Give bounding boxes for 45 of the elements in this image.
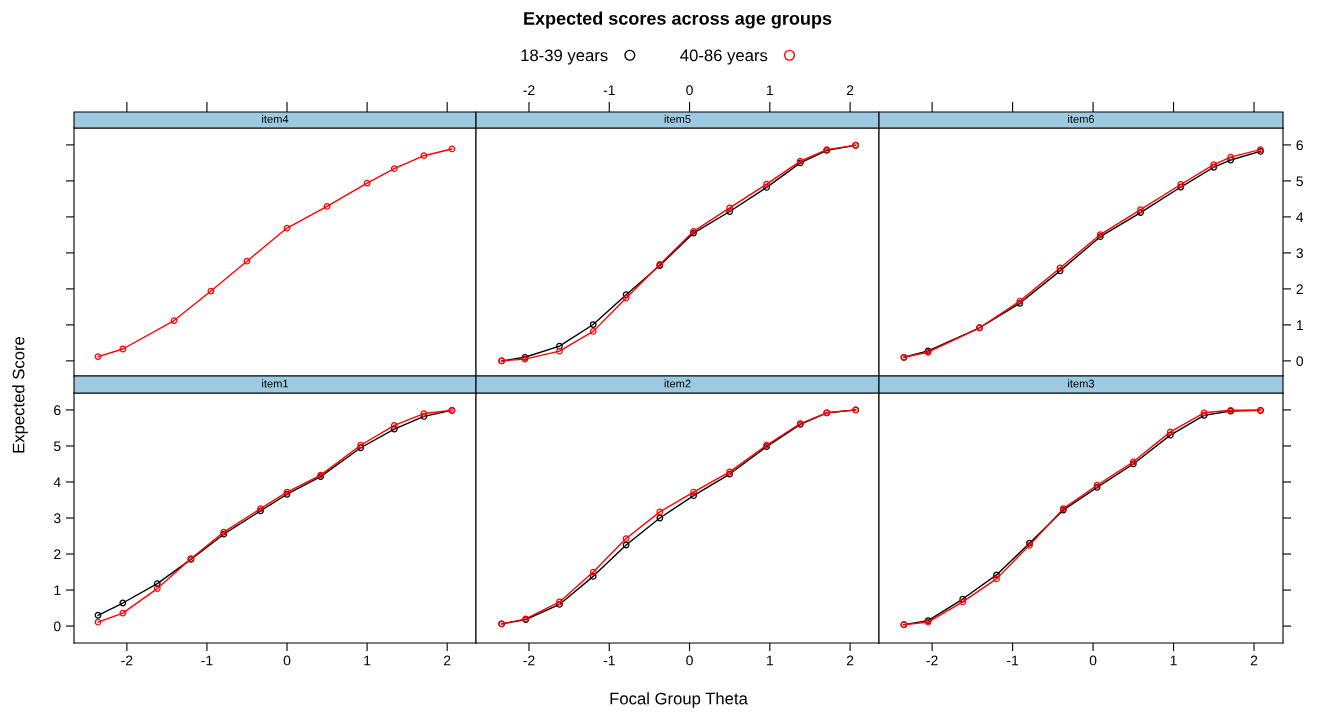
x-tick-label: 1 (1170, 655, 1177, 666)
chart-title: item5 (664, 114, 691, 123)
x-tick-label: -1 (603, 85, 615, 95)
text: Expected scores across age groups (524, 11, 832, 29)
chart-title: item2 (664, 379, 691, 388)
x-tick-label: 2 (846, 655, 854, 666)
chart-title: item3 (1068, 379, 1095, 388)
x-tick-label: 1 (767, 85, 774, 95)
x-tick-label: 2 (846, 85, 854, 95)
x-axis-title: Focal Group Theta (610, 692, 748, 708)
chart-title: item6 (1068, 114, 1095, 123)
y-tick-label: 0 (1296, 356, 1304, 367)
y-tick-label: 2 (1296, 284, 1303, 294)
x-tick-label: 0 (283, 655, 291, 666)
x-tick-label: -1 (1007, 655, 1019, 666)
chart-title: item1 (262, 379, 289, 388)
y-tick-label: 0 (53, 621, 61, 632)
y-tick-label: 4 (1296, 212, 1304, 222)
x-tick-label: 1 (767, 655, 774, 666)
x-tick-label: 2 (1250, 655, 1258, 666)
y-tick-label: 1 (54, 585, 61, 596)
y-tick-label: 5 (53, 441, 61, 452)
y-tick-label: 4 (53, 477, 61, 488)
x-tick-label: 0 (1089, 655, 1097, 666)
x-tick-label: -1 (201, 655, 213, 666)
y-tick-label: 2 (54, 549, 61, 560)
x-tick-label: -2 (523, 655, 535, 666)
y-tick-label: 1 (1296, 320, 1303, 330)
y-tick-label: 5 (1296, 176, 1303, 187)
x-tick-label: 0 (686, 85, 693, 96)
y-axis-title: Expected Score (12, 336, 28, 453)
legend-label: 40-86 years (680, 49, 768, 65)
x-tick-label: -2 (523, 85, 535, 95)
y-tick-label: 3 (53, 513, 61, 524)
x-tick-label: -1 (603, 655, 615, 666)
x-tick-label: 1 (364, 655, 371, 666)
y-tick-label: 3 (1296, 248, 1303, 259)
x-tick-label: -2 (121, 655, 133, 666)
x-tick-label: 0 (686, 655, 693, 666)
y-tick-label: 6 (1296, 140, 1303, 151)
chart-title: item4 (262, 114, 289, 123)
x-tick-label: -2 (926, 655, 938, 666)
x-tick-label: 2 (444, 655, 451, 666)
legend-label: 18-39 years (521, 49, 608, 65)
y-tick-label: 6 (54, 405, 61, 416)
